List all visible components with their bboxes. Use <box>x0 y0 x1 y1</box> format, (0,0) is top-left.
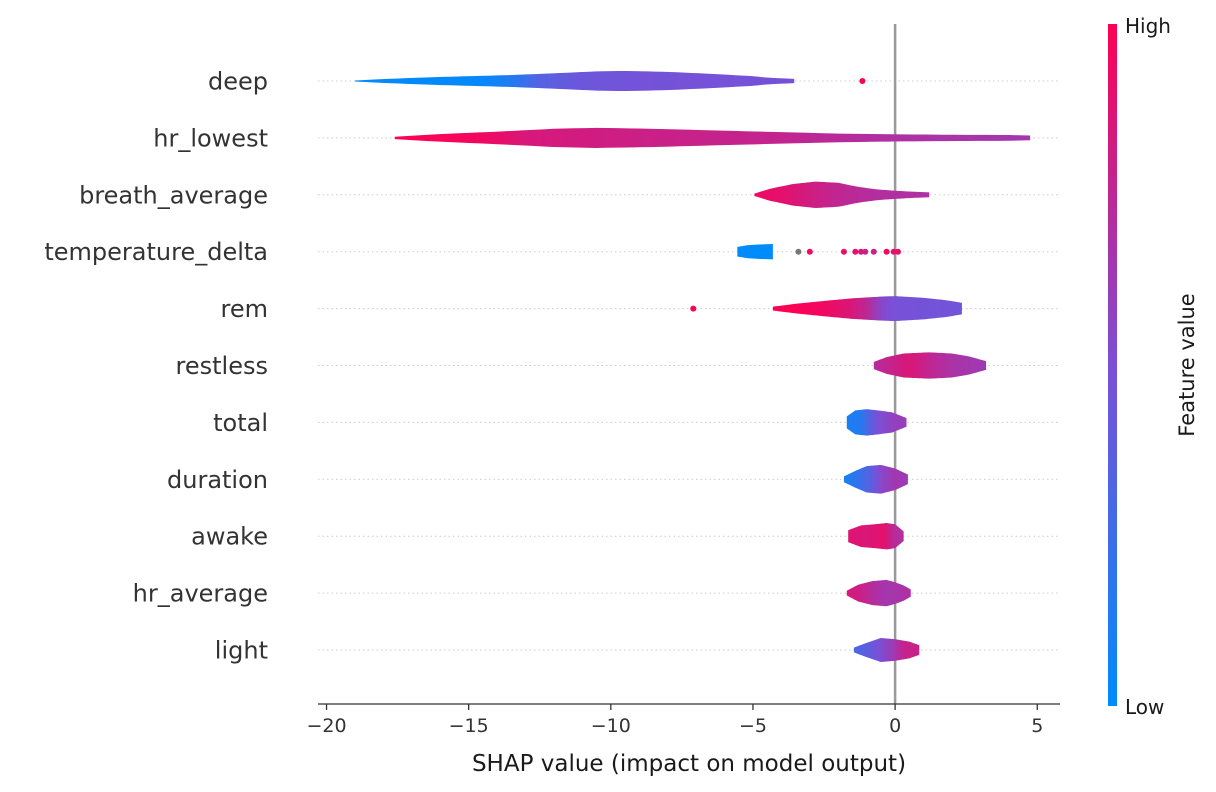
feature-label-temperature_delta: temperature_delta <box>44 238 268 266</box>
violin-temperature_delta <box>737 244 773 260</box>
x-tick-label: 5 <box>1031 715 1043 737</box>
colorbar: High Low Feature value <box>1108 14 1199 719</box>
feature-label-hr_lowest: hr_lowest <box>153 124 268 152</box>
violin-total <box>846 409 907 436</box>
x-tick-label: −15 <box>449 715 489 737</box>
outlier-point <box>857 248 864 255</box>
feature-label-rem: rem <box>221 295 268 323</box>
outlier-point <box>859 78 866 84</box>
x-tick-label: −5 <box>739 715 767 737</box>
violin-hr_lowest <box>394 127 1031 148</box>
outlier-point <box>883 248 890 255</box>
feature-label-light: light <box>215 637 268 665</box>
x-axis: −20 −15 −10 −5 0 5 <box>306 703 1060 737</box>
x-tick-label: −20 <box>306 715 346 737</box>
outlier-point <box>840 248 847 255</box>
colorbar-low-label: Low <box>1125 695 1164 719</box>
feature-label-hr_average: hr_average <box>133 580 268 608</box>
violin-deep <box>354 70 795 92</box>
outlier-point <box>795 248 802 255</box>
colorbar-title: Feature value <box>1175 293 1199 436</box>
x-tick-label: 0 <box>889 715 901 737</box>
outlier-point <box>890 248 897 255</box>
colorbar-gradient <box>1108 24 1117 706</box>
violin-duration <box>843 464 908 494</box>
violin-plots <box>354 70 1031 662</box>
outlier-point <box>690 305 697 312</box>
feature-label-deep: deep <box>208 68 268 96</box>
feature-label-duration: duration <box>167 466 268 494</box>
feature-label-total: total <box>213 409 268 437</box>
feature-label-awake: awake <box>191 523 268 551</box>
outlier-point <box>852 248 859 255</box>
x-axis-title: SHAP value (impact on model output) <box>472 751 906 777</box>
outlier-point <box>870 248 877 255</box>
outlier-point <box>862 248 869 255</box>
feature-labels: deep hr_lowest breath_average temperature_d… <box>44 68 268 665</box>
violin-awake <box>848 523 904 550</box>
outlier-point <box>806 248 813 255</box>
violin-light <box>853 638 920 662</box>
violin-hr_average <box>846 579 911 607</box>
violin-rem <box>772 296 962 322</box>
feature-label-restless: restless <box>176 352 268 380</box>
violin-breath_average <box>754 181 930 208</box>
outlier-point <box>894 248 901 255</box>
colorbar-high-label: High <box>1125 14 1171 38</box>
violin-restless <box>873 352 987 379</box>
feature-label-breath_average: breath_average <box>79 181 268 209</box>
x-tick-label: −10 <box>591 715 631 737</box>
